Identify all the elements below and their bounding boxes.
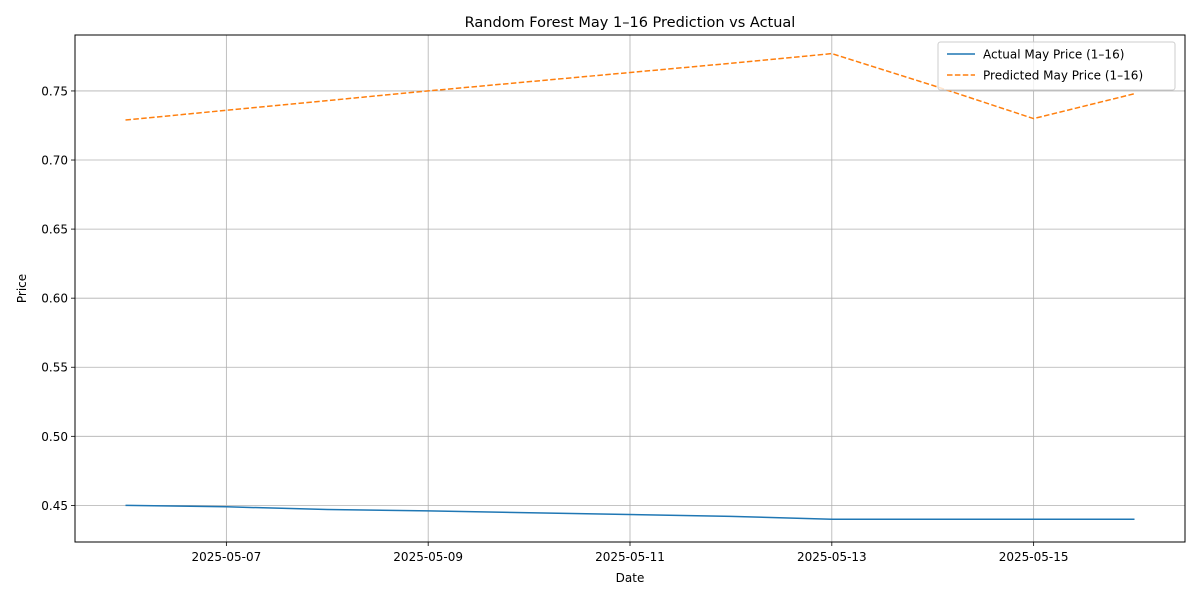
x-tick-label: 2025-05-15: [999, 550, 1069, 564]
grid: [75, 35, 1185, 542]
y-tick-label: 0.55: [41, 361, 68, 375]
y-axis-label: Price: [15, 274, 29, 303]
y-tick-label: 0.75: [41, 84, 68, 98]
y-tick-label: 0.65: [41, 223, 68, 237]
legend-label: Actual May Price (1–16): [983, 48, 1124, 62]
chart-title: Random Forest May 1–16 Prediction vs Act…: [465, 15, 796, 31]
series-line-actual: [125, 504, 1135, 520]
x-tick-label: 2025-05-13: [797, 550, 867, 564]
x-tick-label: 2025-05-07: [191, 550, 261, 564]
legend: Actual May Price (1–16) Predicted May Pri…: [937, 41, 1176, 91]
y-tick-label: 0.50: [41, 430, 68, 444]
x-axis: 2025-05-07 2025-05-09 2025-05-11 2025-05-13…: [191, 542, 1069, 564]
y-tick-label: 0.60: [41, 292, 68, 306]
x-axis-label: Date: [616, 571, 645, 585]
series-layer: [125, 52, 1135, 520]
y-tick-label: 0.45: [41, 499, 68, 513]
x-tick-label: 2025-05-11: [595, 550, 665, 564]
series-line-predicted: [125, 52, 1135, 121]
legend-label: Predicted May Price (1–16): [983, 69, 1143, 83]
legend-box: [937, 41, 1176, 91]
y-axis: 0.45 0.50 0.55 0.60 0.65 0.70 0.75: [41, 84, 75, 513]
x-tick-label: 2025-05-09: [393, 550, 463, 564]
y-tick-label: 0.70: [41, 154, 68, 168]
